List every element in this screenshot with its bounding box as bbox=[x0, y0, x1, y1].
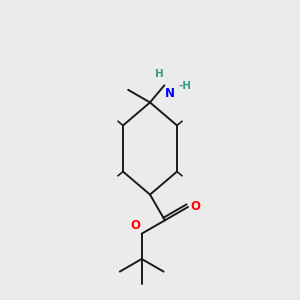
Text: N: N bbox=[165, 87, 175, 100]
Text: -H: -H bbox=[178, 81, 191, 91]
Text: O: O bbox=[190, 200, 200, 213]
Text: O: O bbox=[130, 219, 140, 232]
Text: H: H bbox=[154, 69, 164, 79]
